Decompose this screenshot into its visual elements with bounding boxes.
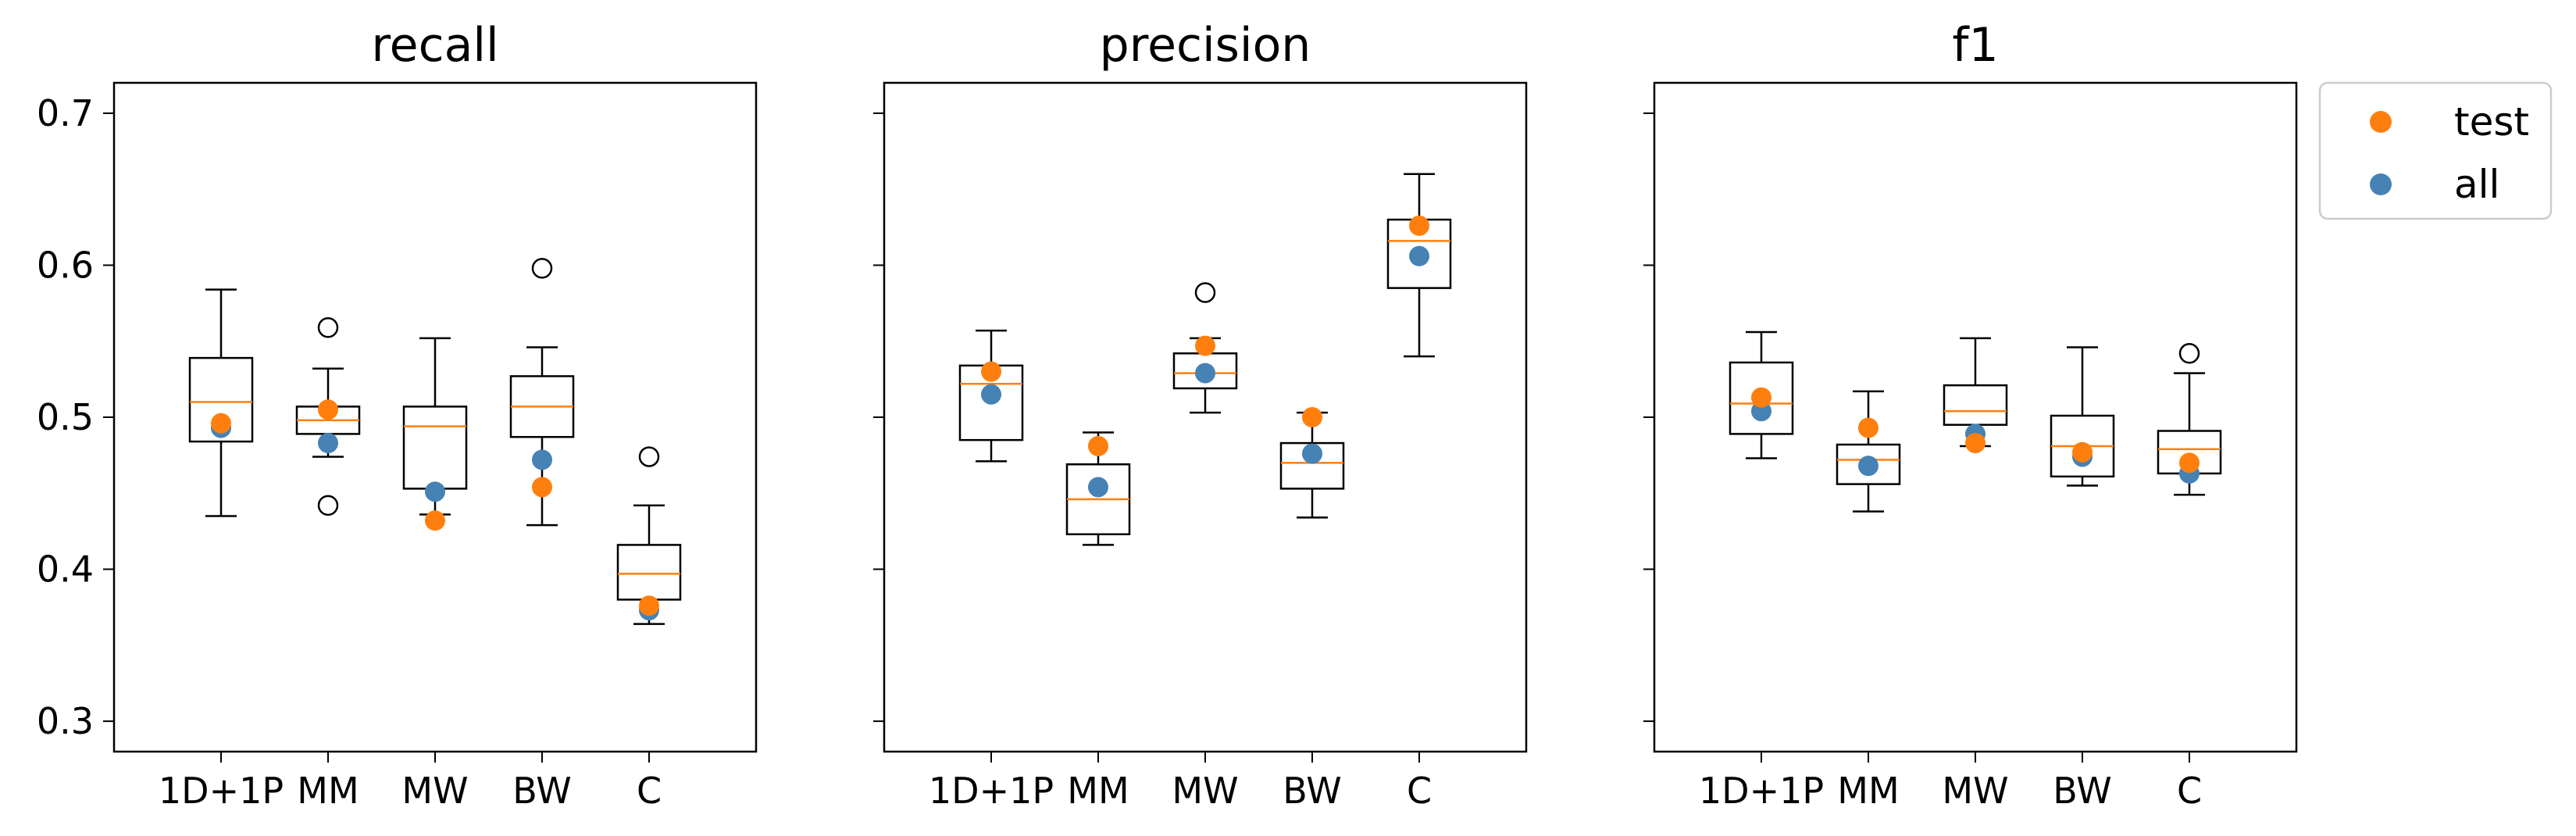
box-iqr (616, 544, 682, 601)
outlier-marker (2178, 343, 2200, 364)
point-test (1751, 387, 1771, 408)
outlier-marker (1194, 282, 1216, 303)
outlier-marker (638, 446, 660, 467)
box-1D+1P (188, 288, 254, 517)
plot-frame (883, 81, 1528, 753)
x-tick-label: BW (1283, 770, 1341, 812)
x-tick-label: 1D+1P (159, 770, 284, 812)
point-test (1858, 417, 1878, 438)
point-test (211, 413, 231, 434)
legend-label-test: test (2454, 99, 2529, 145)
legend: test all (2318, 81, 2553, 220)
panel-title: precision (1100, 18, 1311, 73)
legend-marker-all (2370, 173, 2392, 195)
panel-f1: f1 1D+1P MM MW BW C (1643, 18, 2298, 812)
x-tick-label: MM (1067, 770, 1129, 812)
panel-title: f1 (1952, 18, 1998, 73)
plot-frame (1653, 81, 2298, 753)
x-tick-label: BW (512, 770, 571, 812)
outlier-marker (531, 258, 553, 279)
box-iqr (1836, 443, 1901, 485)
point-all (1195, 363, 1215, 384)
point-test (1409, 215, 1429, 236)
point-test (2179, 452, 2200, 473)
x-tick-label: MW (1172, 770, 1238, 812)
point-test (1302, 407, 1322, 427)
y-tick-label: 0.7 (37, 92, 94, 134)
x-tick-label: BW (2053, 770, 2111, 812)
plot-frame (112, 81, 758, 753)
y-tick-label: 0.3 (37, 700, 94, 742)
point-all (981, 384, 1001, 405)
panel-precision: precision 1D+1P MM MW BW C (873, 18, 1528, 812)
x-tick-label: MM (297, 770, 359, 812)
box-1D+1P (1729, 330, 1794, 459)
box-iqr (1943, 384, 2008, 426)
point-all (425, 481, 445, 502)
point-all (1302, 443, 1322, 464)
point-all (532, 449, 552, 470)
point-test (981, 361, 1001, 382)
point-test (425, 510, 445, 531)
box-iqr (402, 405, 468, 490)
y-tick-label: 0.4 (37, 548, 94, 591)
point-all (318, 433, 338, 454)
box-iqr (188, 356, 254, 443)
x-tick-label: C (1407, 770, 1432, 812)
box-MM (1836, 390, 1901, 513)
box-BW (1279, 411, 1345, 519)
point-all (1088, 477, 1108, 498)
outlier-marker (317, 316, 339, 338)
x-tick-label: MM (1837, 770, 1899, 812)
point-test (2072, 441, 2093, 463)
point-all (1858, 456, 1878, 477)
y-tick-label: 0.6 (37, 244, 94, 286)
x-tick-label: 1D+1P (1699, 770, 1824, 812)
x-tick-label: C (637, 770, 662, 812)
y-tick-label: 0.5 (37, 396, 94, 438)
x-tick-label: C (2177, 770, 2202, 812)
box-iqr (1279, 441, 1345, 490)
point-test (1088, 435, 1108, 456)
point-test (1965, 433, 1986, 454)
panel-recall: recall 0.3 0.4 0.5 0.6 0.7 1D+1P MM MW BW C (37, 18, 758, 812)
point-all (1409, 245, 1429, 266)
box-iqr (1729, 361, 1794, 435)
panel-title: recall (371, 18, 498, 73)
x-tick-label: MW (1942, 770, 2008, 812)
x-tick-label: 1D+1P (929, 770, 1054, 812)
legend-marker-test (2370, 111, 2392, 133)
point-test (1195, 335, 1215, 356)
point-test (639, 595, 659, 616)
x-tick-label: MW (401, 770, 468, 812)
box-MM (1065, 431, 1131, 546)
point-test (318, 399, 338, 420)
outlier-marker (317, 495, 339, 516)
legend-label-all: all (2454, 162, 2499, 207)
point-test (532, 477, 552, 498)
